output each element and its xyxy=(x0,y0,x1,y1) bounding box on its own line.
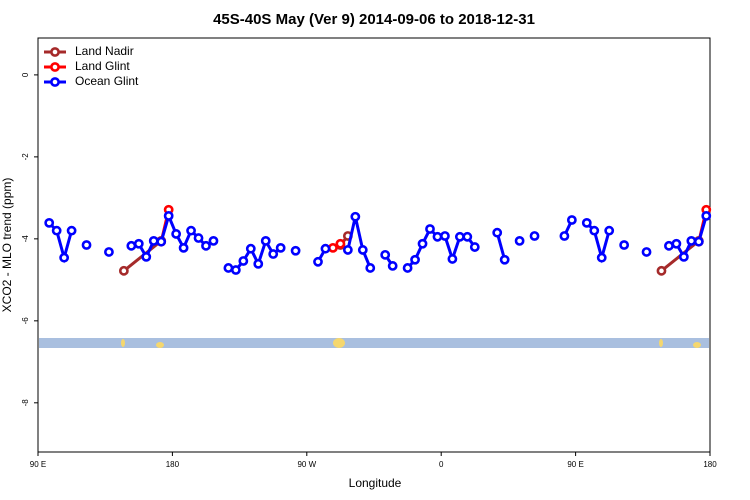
data-point xyxy=(59,252,70,263)
data-point xyxy=(469,242,480,252)
data-point xyxy=(230,265,241,275)
data-point xyxy=(51,225,62,236)
data-point xyxy=(462,231,473,242)
data-point xyxy=(238,256,249,266)
data-point xyxy=(499,254,510,265)
x-tick-label: 90 E xyxy=(567,460,583,469)
data-point xyxy=(387,261,398,271)
x-tick-label: 0 xyxy=(439,460,444,469)
legend-label: Land Nadir xyxy=(75,44,134,58)
data-point xyxy=(208,236,219,246)
data-point xyxy=(492,227,503,238)
data-point xyxy=(380,249,391,260)
legend-label: Land Glint xyxy=(75,59,130,73)
data-point xyxy=(260,236,271,246)
data-point xyxy=(335,238,346,249)
data-point xyxy=(328,242,338,253)
land-mask-strip xyxy=(39,338,709,348)
y-tick-label: -2 xyxy=(21,153,30,161)
y-tick-label: -6 xyxy=(21,317,30,325)
data-point xyxy=(268,249,279,259)
data-point xyxy=(664,240,674,251)
data-point xyxy=(566,215,577,225)
data-point xyxy=(410,254,420,265)
data-point xyxy=(417,238,428,249)
series-line xyxy=(48,211,708,272)
data-point xyxy=(223,263,234,273)
data-point xyxy=(253,258,264,269)
data-point xyxy=(141,251,152,262)
data-point xyxy=(365,263,376,273)
data-point xyxy=(581,217,592,228)
data-point xyxy=(619,240,630,250)
data-point xyxy=(66,225,77,236)
data-point xyxy=(290,245,301,256)
data-point xyxy=(320,243,331,254)
data-point xyxy=(641,247,652,257)
data-point xyxy=(156,236,167,247)
data-point xyxy=(44,217,55,228)
data-point xyxy=(104,247,114,257)
data-point xyxy=(671,238,682,249)
data-point xyxy=(454,231,465,242)
data-point xyxy=(514,236,525,246)
data-point xyxy=(186,225,196,236)
legend-label: Ocean Glint xyxy=(75,74,139,88)
data-point xyxy=(81,240,92,250)
x-axis-label: Longitude xyxy=(349,476,402,490)
data-point xyxy=(678,251,689,262)
data-point xyxy=(193,233,204,243)
y-tick-label: -8 xyxy=(21,399,30,407)
data-point xyxy=(342,245,353,255)
data-point xyxy=(656,265,667,276)
data-point xyxy=(118,265,129,276)
legend-marker xyxy=(50,62,60,72)
x-tick-label: 180 xyxy=(703,460,717,469)
y-tick-label: 0 xyxy=(21,72,30,77)
data-point xyxy=(529,231,540,241)
data-point xyxy=(686,236,697,246)
data-point xyxy=(133,238,144,249)
data-point xyxy=(163,210,174,221)
data-point xyxy=(171,229,182,239)
data-point xyxy=(559,231,570,241)
data-point xyxy=(432,231,443,242)
data-point xyxy=(126,240,137,251)
data-point xyxy=(357,245,368,255)
y-tick-label: -4 xyxy=(21,235,30,243)
x-tick-label: 90 W xyxy=(297,460,316,469)
chart-title: 45S-40S May (Ver 9) 2014-09-06 to 2018-1… xyxy=(213,11,535,28)
legend-marker xyxy=(50,77,60,87)
data-point xyxy=(693,236,704,247)
x-tick-label: 90 E xyxy=(30,460,46,469)
x-tick-label: 180 xyxy=(166,460,180,469)
data-point xyxy=(425,224,435,234)
data-point xyxy=(402,263,413,273)
y-axis-label: XCO2 - MLO trend (ppm) xyxy=(0,178,14,313)
data-point xyxy=(245,243,256,254)
data-point xyxy=(701,210,712,221)
data-point xyxy=(589,225,600,236)
data-point xyxy=(148,236,159,246)
data-point xyxy=(201,240,211,251)
data-point xyxy=(275,242,286,253)
data-point xyxy=(178,242,189,253)
data-point xyxy=(350,211,361,222)
plot-frame xyxy=(37,37,711,453)
data-point xyxy=(447,254,458,264)
data-point xyxy=(313,256,323,267)
data-point xyxy=(604,225,615,236)
data-point xyxy=(596,252,607,263)
legend-marker xyxy=(50,47,60,57)
data-point xyxy=(440,231,450,241)
